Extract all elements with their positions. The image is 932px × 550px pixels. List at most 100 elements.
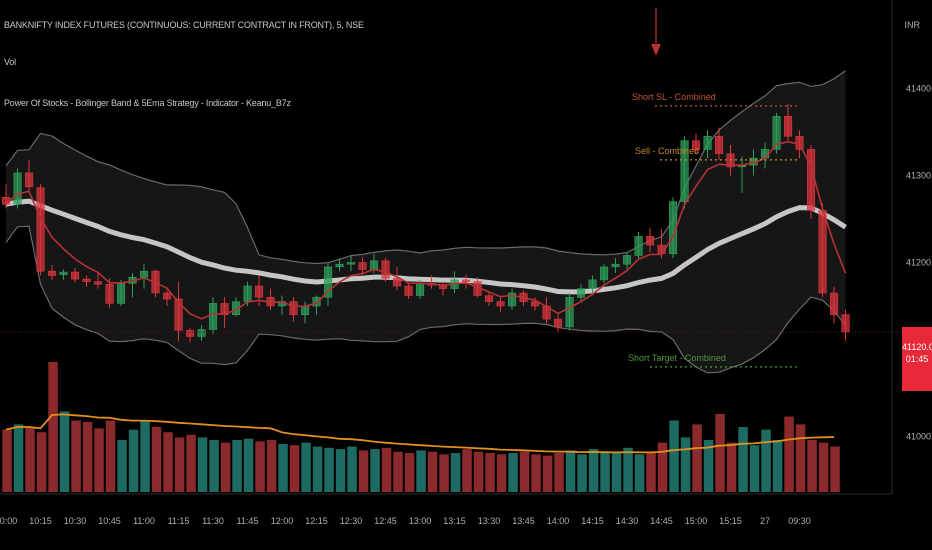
volume-bar <box>163 432 173 492</box>
candle-body <box>60 272 68 275</box>
time-tick-label: 11:15 <box>168 516 190 526</box>
volume-bar <box>508 453 518 492</box>
candle-body <box>94 282 102 285</box>
volume-bar <box>278 444 288 492</box>
candle-body <box>589 280 597 289</box>
volume-bar <box>336 449 346 492</box>
volume-bar <box>830 447 840 493</box>
volume-bar <box>71 421 81 493</box>
volume-bar <box>485 453 495 492</box>
time-tick-label: 10:00 <box>0 516 17 526</box>
time-tick-label: 11:00 <box>133 516 155 526</box>
candle-body <box>830 293 838 315</box>
candle-body <box>485 296 493 302</box>
volume-bar <box>382 448 392 492</box>
volume-bar <box>658 443 668 492</box>
last-price: 41120.00 <box>902 341 932 353</box>
time-tick-label: 12:30 <box>340 516 363 526</box>
volume-bar <box>474 452 484 492</box>
time-tick-label: 13:00 <box>409 516 432 526</box>
candle-body <box>290 302 298 315</box>
candle-body <box>784 116 792 136</box>
volume-bar <box>750 445 760 492</box>
candle-body <box>163 293 171 299</box>
volume-bar <box>221 443 231 492</box>
time-tick-label: 09:30 <box>788 516 811 526</box>
volume-bar <box>497 454 507 492</box>
volume-bar <box>83 422 93 492</box>
candle-body <box>336 264 344 267</box>
candle-body <box>646 236 654 245</box>
volume-bar <box>635 454 645 492</box>
candle-body <box>405 286 413 296</box>
volume-bar <box>623 448 633 492</box>
volume-bar <box>761 430 771 492</box>
volume-bar <box>94 428 104 492</box>
candle-body <box>761 149 769 158</box>
volume-bar <box>347 447 357 493</box>
volume-bar <box>451 453 461 492</box>
volume-bar <box>209 440 219 492</box>
time-tick-label: 14:45 <box>650 516 673 526</box>
volume-bar <box>520 452 530 492</box>
volume-bar <box>370 449 380 492</box>
candle-body <box>566 297 574 327</box>
candle-body <box>635 236 643 255</box>
volume-bar <box>681 437 691 492</box>
volume-bar <box>738 427 748 492</box>
candle-body <box>600 267 608 280</box>
volume-bar <box>313 447 323 493</box>
time-tick-label: 10:15 <box>29 516 52 526</box>
candle-body <box>186 330 194 336</box>
volume-bar <box>577 454 587 492</box>
volume-bar <box>543 456 553 492</box>
volume-bar <box>646 452 656 492</box>
candle-body <box>577 289 585 298</box>
volume-bar <box>2 430 12 492</box>
volume-bar <box>462 449 472 492</box>
volume-bar <box>692 424 702 492</box>
candle-body <box>462 280 470 282</box>
volume-bar <box>129 430 139 492</box>
time-tick-label: 14:30 <box>616 516 639 526</box>
price-tick-label: 41300.00 <box>906 171 932 181</box>
candle-body <box>140 271 148 277</box>
signal-arrow-icon <box>651 44 661 56</box>
volume-bar <box>807 440 817 492</box>
candle-body <box>48 271 56 275</box>
time-tick-label: 12:45 <box>374 516 397 526</box>
volume-bar <box>106 421 116 493</box>
candle-body <box>83 279 91 282</box>
volume-bar <box>140 421 150 493</box>
volume-bar <box>393 452 403 492</box>
volume-bar <box>773 440 783 492</box>
time-tick-label: 13:15 <box>443 516 466 526</box>
annotation-label: Sell - Combined <box>635 146 699 156</box>
currency-label: INR <box>905 20 921 30</box>
bar-countdown: 01:45 <box>902 353 932 365</box>
volume-bar <box>255 441 264 492</box>
price-tick-label: 41200.00 <box>906 258 932 268</box>
volume-bar <box>405 453 415 492</box>
time-tick-label: 10:45 <box>98 516 121 526</box>
volume-bar <box>727 443 737 492</box>
candle-body <box>255 286 262 297</box>
candle-body <box>301 306 309 315</box>
candle-body <box>175 299 183 330</box>
candle-body <box>244 286 252 302</box>
volume-bar <box>531 454 541 492</box>
candle-body <box>370 261 378 270</box>
volume-bar <box>669 421 679 493</box>
annotation-label: Short SL - Combined <box>632 92 716 102</box>
candle-body <box>37 188 45 272</box>
volume-bar <box>715 414 725 492</box>
candle-body <box>497 302 505 306</box>
candle-body <box>117 283 125 303</box>
candle-body <box>416 283 424 295</box>
time-tick-label: 10:30 <box>64 516 87 526</box>
volume-bar <box>14 424 23 492</box>
time-tick-label: 11:45 <box>237 516 259 526</box>
time-tick-label: 14:00 <box>547 516 570 526</box>
volume-bar <box>290 445 300 492</box>
